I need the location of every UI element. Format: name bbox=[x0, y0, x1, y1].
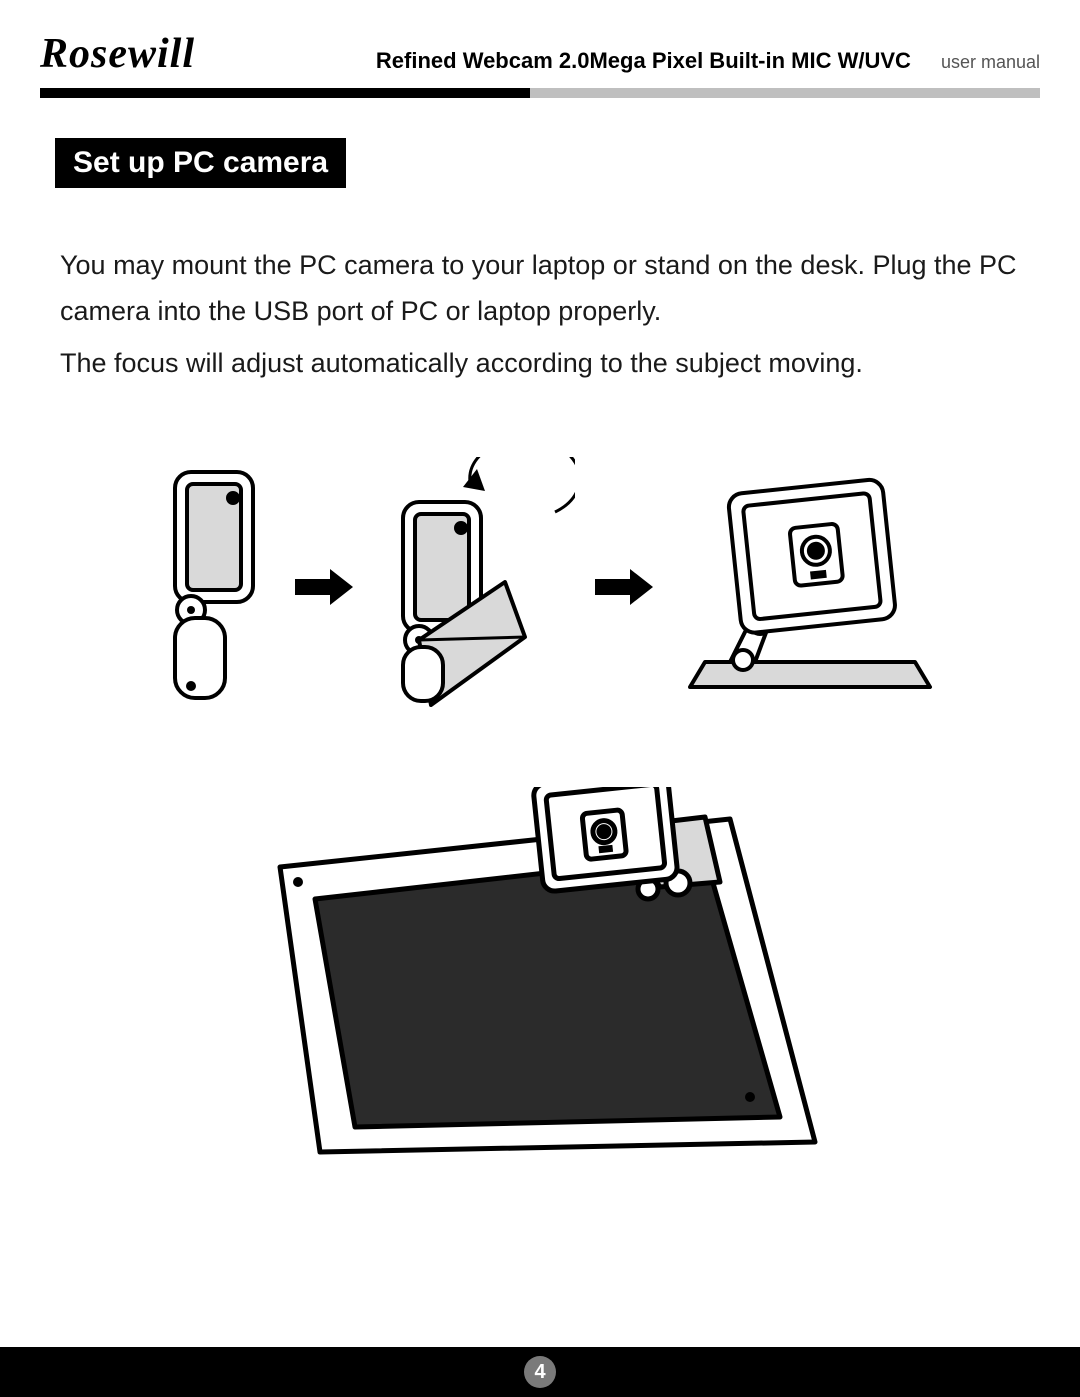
page-number-badge: 4 bbox=[524, 1356, 556, 1388]
header-rule bbox=[40, 88, 1040, 98]
camera-folded-icon bbox=[145, 462, 275, 712]
setup-diagram-monitor bbox=[260, 787, 820, 1157]
camera-on-monitor-icon bbox=[260, 787, 820, 1157]
header-right: Refined Webcam 2.0Mega Pixel Built-in MI… bbox=[376, 48, 1040, 78]
page-header: Rosewill Refined Webcam 2.0Mega Pixel Bu… bbox=[0, 0, 1080, 78]
section-title: Set up PC camera bbox=[55, 138, 346, 188]
setup-diagram-row bbox=[130, 457, 950, 717]
page-footer: 4 bbox=[0, 1347, 1080, 1397]
paragraph-2: The focus will adjust automatically acco… bbox=[60, 341, 1020, 387]
camera-stand-icon bbox=[675, 472, 935, 702]
brand-logo: Rosewill bbox=[40, 30, 195, 78]
body-text: You may mount the PC camera to your lapt… bbox=[60, 243, 1020, 387]
arrow-right-icon bbox=[295, 567, 355, 607]
camera-unfold-icon bbox=[375, 457, 575, 717]
rule-dark bbox=[40, 88, 530, 98]
rule-light bbox=[530, 88, 1040, 98]
doc-type-label: user manual bbox=[941, 52, 1040, 73]
arrow-right-icon bbox=[595, 567, 655, 607]
product-title: Refined Webcam 2.0Mega Pixel Built-in MI… bbox=[376, 48, 911, 74]
paragraph-1: You may mount the PC camera to your lapt… bbox=[60, 243, 1020, 335]
